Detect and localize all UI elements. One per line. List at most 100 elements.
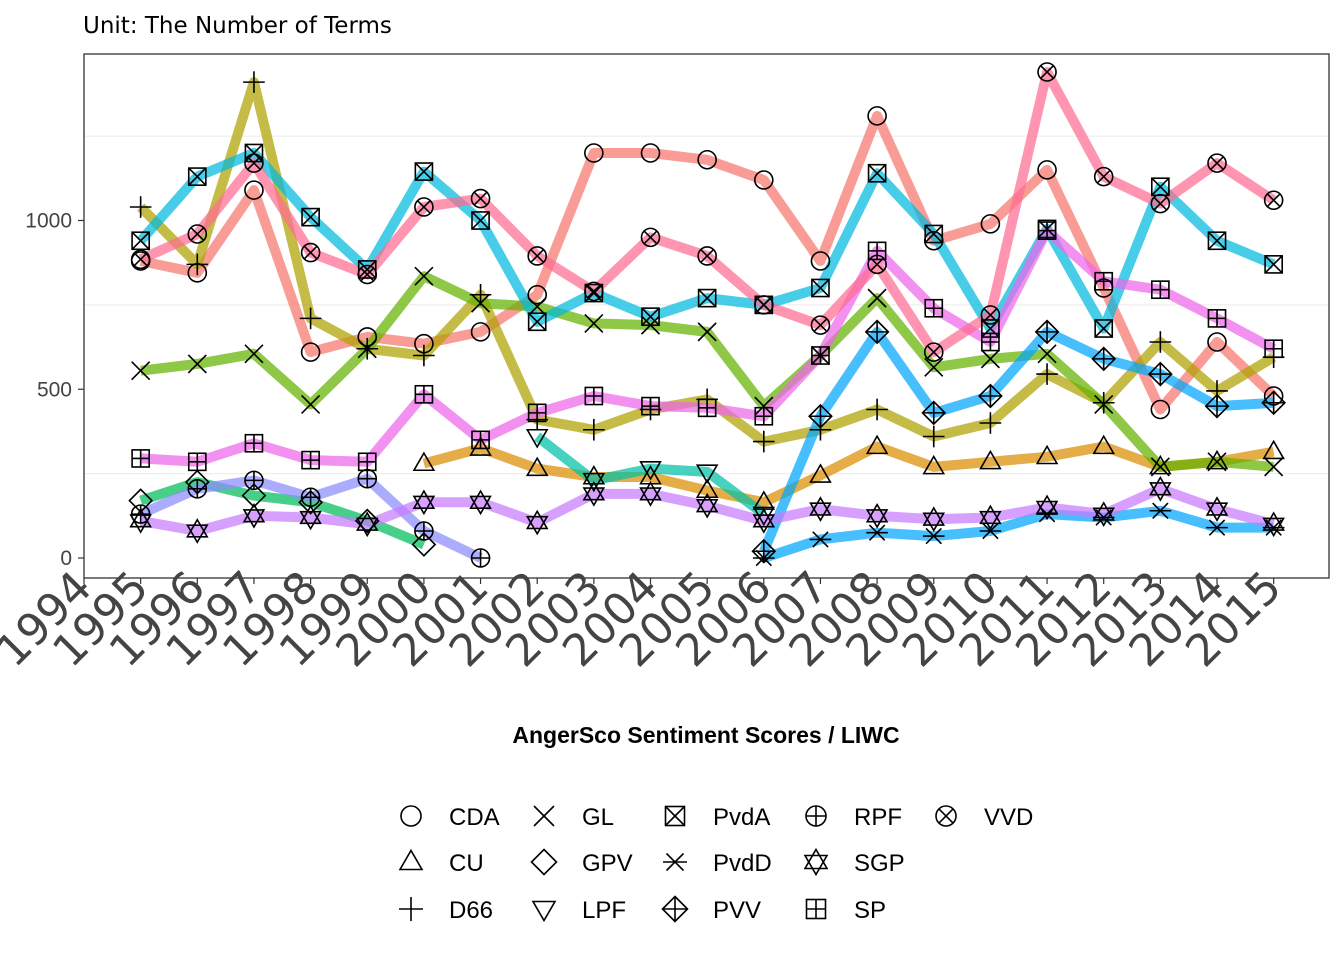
series-line-sgp [139, 483, 1275, 536]
data-point-gl [244, 344, 264, 364]
data-point-sp [301, 450, 320, 470]
data-point-pvda [357, 260, 377, 279]
data-point-cda [1037, 160, 1057, 180]
data-point-d66 [469, 283, 492, 306]
data-point-pvda [187, 167, 207, 186]
data-point-pvv [921, 400, 947, 426]
data-point-vvd [753, 295, 774, 315]
data-point-sp [131, 449, 151, 468]
legend-item-pvda: PvdA [664, 804, 770, 831]
legend-item-gpv: GPV [530, 848, 633, 877]
data-point-rpf [414, 521, 434, 541]
data-point-rpf [187, 479, 208, 499]
legend-key-pvda [664, 805, 686, 827]
legend-label-pvv: PVV [713, 897, 761, 924]
data-point-gl [584, 313, 604, 334]
data-point-pvda [1207, 231, 1227, 251]
data-point-cda [584, 143, 604, 163]
data-point-d66 [413, 344, 435, 367]
data-point-sp [981, 332, 1000, 352]
data-point-sp [1151, 280, 1170, 300]
data-point-d66 [1036, 363, 1058, 385]
data-point-pvda [414, 162, 434, 181]
legend-label-sgp: SGP [854, 850, 905, 877]
data-point-pvdd [1149, 502, 1172, 519]
legend-key-pvdd [663, 852, 687, 872]
legend-item-rpf: RPF [805, 804, 902, 831]
data-point-pvdd [866, 524, 888, 541]
legend-key-cda [400, 805, 422, 827]
data-point-gl [754, 396, 774, 416]
data-point-pvda [131, 231, 151, 251]
data-point-rpf [300, 487, 321, 508]
legend-item-vvd: VVD [935, 804, 1033, 831]
data-point-lpf [695, 464, 719, 484]
data-point-sgp [1092, 501, 1115, 527]
legend-label-gpv: GPV [582, 850, 633, 877]
data-point-d66 [129, 196, 152, 218]
data-point-pvda [1264, 255, 1283, 274]
data-point-cu [695, 478, 719, 499]
data-point-cu [1262, 439, 1285, 460]
legend-label-cda: CDA [449, 804, 500, 831]
data-point-pvda [1094, 319, 1114, 338]
data-point-vvd [1150, 193, 1171, 214]
data-point-pvda [697, 288, 717, 308]
data-point-pvv [751, 538, 777, 564]
data-point-lpf [639, 461, 662, 481]
data-point-cda [640, 143, 661, 163]
data-point-sp [811, 346, 830, 365]
data-point-sgp [582, 481, 606, 507]
legend-label-lpf: LPF [582, 897, 626, 924]
legend: CDA CU D66 GL GPV LPF PvdA PvdD PVV RPF SGP SP VVD [398, 804, 1033, 924]
data-point-vvd [1207, 153, 1227, 173]
data-point-lpf [582, 472, 606, 493]
data-point-cda [470, 322, 491, 342]
data-point-pvdd [1206, 519, 1228, 536]
data-point-d66 [1149, 331, 1172, 353]
data-point-cda [300, 342, 321, 362]
data-point-rpf [470, 548, 491, 568]
data-point-cu [865, 434, 889, 455]
data-point-pvda [471, 211, 490, 230]
data-point-pvv [808, 403, 833, 429]
legend-label-rpf: RPF [854, 804, 902, 831]
data-point-pvv [1091, 346, 1117, 372]
chart-subtitle: Unit: The Number of Terms [83, 13, 392, 39]
legend-item-cu: CU [398, 848, 484, 877]
data-point-gl [867, 288, 887, 308]
data-point-sp [641, 396, 660, 416]
data-point-cda [244, 180, 264, 200]
data-point-sgp [1262, 511, 1285, 538]
data-point-gpv [241, 483, 267, 508]
data-point-sgp [299, 504, 322, 531]
legend-label-pvdd: PvdD [713, 850, 772, 877]
data-point-d66 [243, 71, 265, 93]
data-point-gl [1094, 394, 1114, 415]
legend-item-cda: CDA [400, 804, 500, 831]
legend-key-sp [805, 898, 827, 920]
data-point-sgp [186, 518, 209, 544]
y-tick-label: 500 [37, 378, 72, 401]
legend-key-d66 [399, 897, 423, 921]
data-point-sgp [525, 509, 549, 536]
data-point-sgp [129, 508, 152, 534]
legend-key-sgp [803, 847, 829, 877]
data-point-cda [867, 106, 887, 126]
data-point-vvd [810, 315, 831, 335]
data-point-gl [470, 293, 491, 313]
data-point-d66 [753, 430, 775, 453]
legend-label-gl: GL [582, 804, 614, 831]
data-point-gpv [354, 508, 380, 534]
data-point-sp [754, 406, 774, 426]
data-point-sp [1037, 221, 1057, 240]
data-point-sp [414, 384, 434, 404]
data-point-d66 [299, 307, 322, 330]
data-point-gl [697, 322, 717, 342]
series-line-lpf [534, 432, 767, 519]
y-tick-label: 1000 [25, 210, 72, 233]
data-point-gpv [411, 532, 437, 557]
data-point-pvda [244, 143, 264, 163]
data-point-vvd [244, 153, 264, 173]
legend-key-gpv [530, 848, 558, 876]
